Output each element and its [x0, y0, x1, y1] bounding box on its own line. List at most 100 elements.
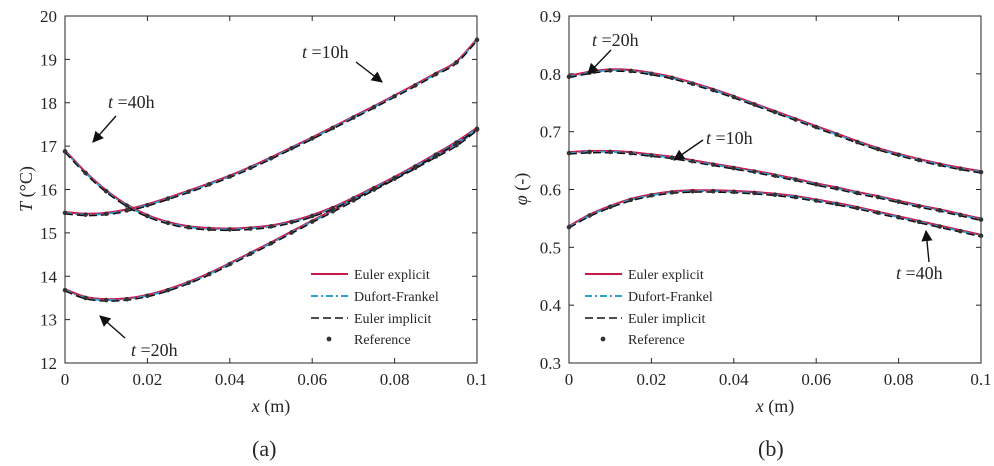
panel-a-reference-point-t20h — [83, 295, 88, 301]
panel-b-annotation-20h-label: t =20h — [592, 30, 639, 50]
panel-b-xtick-label: 0 — [565, 370, 574, 389]
panel-a-annotation-20h-label: t =20h — [131, 340, 178, 360]
panel-b-reference-point-t10h — [937, 208, 943, 213]
panel-b-reference-point-t10h — [793, 177, 798, 182]
panel-a-reference-point-t40h — [309, 213, 315, 219]
panel-b-reference-point-t40h — [937, 224, 943, 229]
panel-a-legend-euler-implicit: Euler implicit — [354, 312, 431, 327]
panel-a-legend-swatch-reference — [326, 336, 332, 342]
panel-b-annotation-40h: t =40h — [896, 229, 943, 283]
panel-b-reference-point-t40h — [896, 214, 901, 220]
panel-b-xtick-label: 0.08 — [884, 370, 914, 389]
panel-b-reference-point-t10h — [916, 203, 922, 209]
panel-a-ytick-label: 15 — [40, 224, 57, 243]
panel-b-reference-point-t20h — [752, 102, 757, 107]
panel-a-reference-point-t40h — [62, 149, 68, 154]
panel-a-reference-point-t20h — [227, 261, 233, 267]
panel-b-reference-point-t10h — [649, 153, 654, 158]
panel-a-reference-point-t10h — [454, 60, 459, 65]
panel-a-reference-point-t40h — [248, 226, 253, 231]
panel-a-reference-point-t40h — [412, 164, 418, 169]
panel-a-reference-point-t20h — [62, 287, 68, 293]
panel-a-reference-point-t10h — [433, 71, 439, 77]
panel-b-reference-point-t10h — [813, 181, 819, 187]
panel-a-reference-point-t40h — [145, 213, 150, 219]
panel-b-xtick-label: 0.06 — [801, 370, 831, 389]
panel-b-reference-point-t40h — [958, 228, 963, 234]
panel-b-reference-point-t10h — [710, 162, 716, 167]
panel-b-reference-point-t40h — [978, 233, 984, 239]
panel-b-reference-point-t40h — [834, 201, 840, 207]
panel-b-reference-point-t40h — [793, 194, 798, 200]
panel-a-reference-point-t20h — [124, 296, 130, 302]
panel-a-reference-point-t20h — [206, 271, 212, 277]
panel-a-reference-point-t10h — [474, 37, 480, 43]
panel-a-ytick-label: 14 — [40, 267, 58, 286]
panel-a: 0 0.02 0.04 0.06 0.08 0.1 12 13 14 15 16 17 18 19 20 x… — [16, 7, 488, 461]
panel-a-legend-euler-explicit: Euler explicit — [354, 268, 430, 283]
panel-b-reference-point-t40h — [607, 204, 613, 210]
panel-a-reference-point-t10h — [103, 211, 109, 217]
panel-a-reference-point-t10h — [83, 212, 88, 217]
panel-a-xtick-label: 0.08 — [380, 370, 410, 389]
panel-b-reference-point-t10h — [772, 173, 778, 178]
panel-a-reference-point-t10h — [145, 202, 150, 208]
panel-a-reference-point-t40h — [371, 185, 377, 191]
panel-b-reference-point-t40h — [731, 189, 737, 195]
panel-b-annotation-10h-label: t =10h — [706, 128, 753, 148]
panel-a-reference-point-t40h — [83, 170, 88, 176]
panel-b-reference-point-t10h — [607, 149, 613, 155]
panel-a-reference-point-t40h — [454, 140, 459, 145]
panel-b-annotation-40h-label: t =40h — [896, 263, 943, 283]
panel-a-reference-point-t20h — [165, 287, 171, 293]
panel-a-reference-point-t40h — [165, 220, 171, 226]
panel-b-legend-reference: Reference — [628, 333, 685, 348]
panel-a-reference-point-t10h — [206, 181, 212, 187]
panel-a-reference-point-t20h — [145, 293, 150, 299]
panel-a-reference-point-t40h — [392, 175, 397, 181]
panel-a-ytick-label: 13 — [40, 311, 57, 330]
panel-b-reference-point-t20h — [896, 152, 901, 158]
panel-b-reference-point-t20h — [649, 71, 654, 77]
panel-b-legend: Euler explicit Dufort-Frankel Euler impl… — [585, 268, 713, 348]
panel-b-reference-point-t20h — [669, 75, 675, 81]
panel-a-reference-point-t20h — [248, 251, 253, 256]
panel-a-reference-point-t40h — [206, 226, 212, 232]
panel-a-reference-point-t10h — [227, 174, 233, 179]
panel-b-reference-point-t40h — [855, 205, 860, 211]
panel-b-reference-point-t40h — [875, 210, 881, 215]
panel-a-xtick-label: 0.06 — [297, 370, 327, 389]
panel-b-reference-point-t40h — [690, 188, 695, 194]
panel-a-annotation-20h: t =20h — [99, 315, 178, 360]
panel-b-reference-point-t10h — [958, 212, 963, 218]
panel-a-caption: (a) — [252, 436, 276, 461]
panel-a-ytick-label: 19 — [40, 50, 57, 69]
panel-b-reference-point-t20h — [793, 117, 798, 122]
panel-b-reference-point-t10h — [875, 194, 881, 200]
panel-b-annotation-20h-arrow — [587, 49, 612, 75]
panel-a-reference-point-t10h — [62, 210, 68, 216]
panel-a-ticks: 0 0.02 0.04 0.06 0.08 0.1 12 13 14 15 16 17 18 19 20 — [40, 7, 488, 389]
panel-b-reference-point-t20h — [731, 94, 737, 100]
panel-b-reference-point-t20h — [834, 132, 840, 137]
panel-b-reference-point-t40h — [813, 198, 819, 203]
panel-a-ytick-label: 18 — [40, 94, 57, 113]
panel-b-reference-point-t20h — [937, 162, 943, 167]
panel-b-reference-point-t10h — [752, 169, 757, 174]
panel-b-reference-point-t20h — [566, 74, 572, 80]
panel-b-reference-point-t10h — [731, 165, 737, 171]
panel-a-reference-point-t10h — [248, 165, 253, 171]
panel-b-reference-point-t10h — [855, 190, 860, 196]
panel-a-annotation-40h: t =40h — [92, 92, 155, 143]
panel-a-reference-point-t10h — [392, 93, 397, 99]
panel-b-reference-point-t20h — [690, 81, 695, 86]
panel-b-ticks: 0 0.02 0.04 0.06 0.08 0.1 0.3 0.4 0.5 0.6 0.7 0.8 0.… — [540, 7, 992, 389]
panel-b-reference-point-t40h — [649, 192, 654, 198]
panel-a-legend-reference: Reference — [354, 333, 411, 348]
panel-b: 0 0.02 0.04 0.06 0.08 0.1 0.3 0.4 0.5 0.6 0.7 0.8 0.… — [511, 7, 992, 461]
panel-b-ytick-label: 0.6 — [540, 181, 561, 200]
panel-b-reference-point-t10h — [690, 158, 695, 164]
panel-b-reference-point-t40h — [772, 192, 778, 198]
panel-a-legend-dufort-frankel: Dufort-Frankel — [354, 290, 439, 305]
